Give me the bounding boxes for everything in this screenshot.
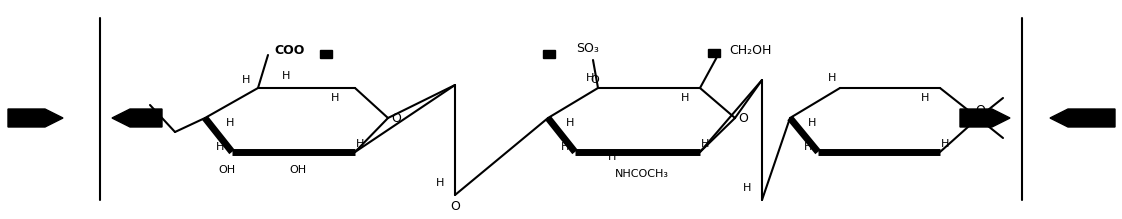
Text: H: H [803, 142, 812, 152]
Text: O: O [738, 111, 748, 124]
Text: H: H [608, 152, 616, 162]
Text: H: H [921, 93, 929, 103]
Text: SO₃: SO₃ [577, 41, 599, 55]
Text: H: H [215, 142, 224, 152]
Text: CH₂OH: CH₂OH [729, 44, 771, 57]
Bar [543, 50, 555, 58]
Text: O: O [590, 75, 599, 85]
Text: H: H [561, 142, 569, 152]
Bar [708, 49, 720, 57]
Text: H: H [282, 71, 291, 81]
Bar [320, 50, 332, 58]
Text: OH: OH [289, 165, 306, 175]
Text: COO: COO [275, 44, 305, 57]
Text: H: H [941, 139, 949, 149]
Text: H: H [586, 73, 595, 83]
Text: H: H [743, 183, 752, 193]
Text: H: H [701, 139, 709, 149]
FancyArrow shape [112, 109, 162, 127]
Text: H: H [808, 118, 816, 128]
Text: H: H [681, 93, 689, 103]
Text: H: H [828, 73, 836, 83]
Text: NHCOCH₃: NHCOCH₃ [615, 169, 669, 179]
Text: H: H [242, 75, 250, 85]
FancyArrow shape [960, 109, 1010, 127]
Text: OH: OH [219, 165, 236, 175]
Text: H: H [226, 118, 234, 128]
Text: H: H [331, 93, 339, 103]
Text: O: O [450, 201, 460, 214]
Text: O: O [392, 111, 401, 124]
Text: O: O [975, 104, 985, 117]
FancyArrow shape [1050, 109, 1115, 127]
FancyArrow shape [8, 109, 63, 127]
Text: H: H [435, 178, 444, 188]
Text: H: H [356, 139, 365, 149]
Text: H: H [565, 118, 574, 128]
